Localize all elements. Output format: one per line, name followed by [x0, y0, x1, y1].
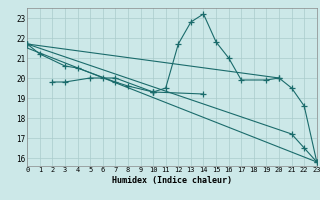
X-axis label: Humidex (Indice chaleur): Humidex (Indice chaleur) [112, 176, 232, 185]
